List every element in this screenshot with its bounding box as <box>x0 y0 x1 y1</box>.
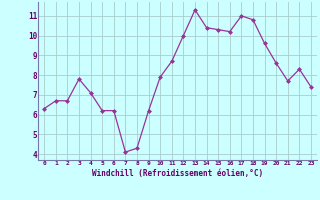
X-axis label: Windchill (Refroidissement éolien,°C): Windchill (Refroidissement éolien,°C) <box>92 169 263 178</box>
